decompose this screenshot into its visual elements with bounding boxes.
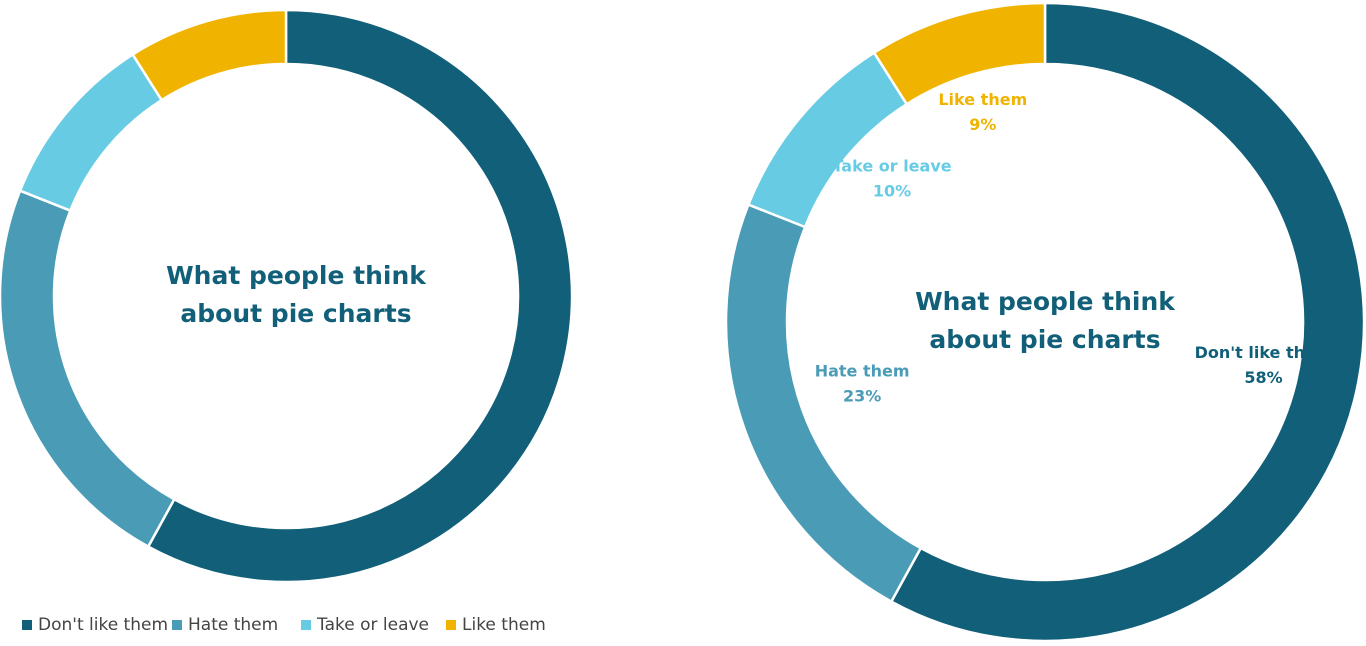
donut-slice-hate-them [724,202,923,604]
chart-title-line-1: What people think [166,261,427,290]
chart-legend: Don't like them Hate them Take or leave Lik… [22,615,546,635]
donut-chart-right: Don't like them 58% Hate them 23% Take or le… [724,1,1366,643]
legend-swatch-hate-them [172,620,182,630]
legend-swatch-like-them [446,620,456,630]
slice-value-take-or-leave: 10% [873,181,911,200]
donut-slice-hate-them [0,189,176,549]
donut-slice-like-them [872,1,1047,106]
donut-chart-left: What people think about pie charts Don't l… [0,8,574,635]
chart-title-line-2: about pie charts [929,325,1160,354]
chart-title-line-1: What people think [915,287,1176,316]
chart-title-line-2: about pie charts [180,299,411,328]
slice-value-don-t-like-them: 58% [1244,368,1282,387]
slice-value-hate-them: 23% [843,386,881,405]
slice-label-don-t-like-them: Don't like them [1195,343,1333,362]
donut-slice-take-or-leave [18,52,164,213]
donut-slice-take-or-leave [746,50,909,229]
legend-swatch-take-or-leave [301,620,311,630]
legend-swatch-don-t-like-them [22,620,32,630]
legend-label-take-or-leave: Take or leave [316,615,429,635]
slice-label-hate-them: Hate them [815,361,910,380]
slice-label-like-them: Like them [938,90,1027,109]
donut-slice-don-t-like-them [889,1,1366,643]
legend-label-hate-them: Hate them [188,615,278,635]
donut-slice-don-t-like-them [146,8,574,584]
donut-slice-like-them [131,8,288,102]
legend-label-like-them: Like them [462,615,546,635]
legend-label-don-t-like-them: Don't like them [38,615,168,635]
slice-value-like-them: 9% [969,115,996,134]
slice-label-take-or-leave: Take or leave [832,156,951,175]
